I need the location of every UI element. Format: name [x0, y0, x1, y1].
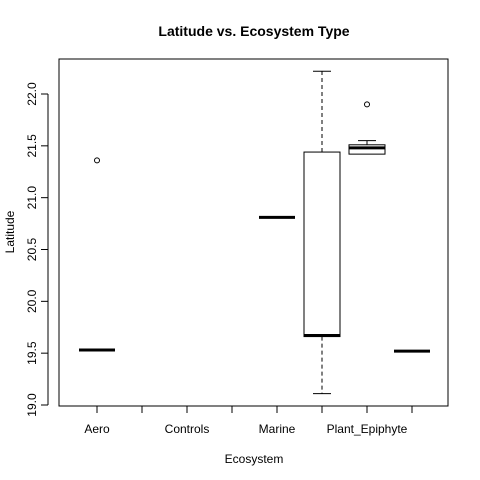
outlier-point — [94, 157, 100, 164]
chart-title: Latitude vs. Ecosystem Type — [158, 23, 349, 39]
outlier-point — [364, 101, 370, 108]
x-tick-label: Marine — [259, 422, 296, 436]
y-tick-label: 20.5 — [25, 237, 39, 261]
x-tick-label: Controls — [165, 422, 210, 436]
box-iqr — [348, 144, 386, 155]
x-tick-label: Plant_Epiphyte — [327, 422, 408, 436]
box-group — [303, 70, 341, 395]
x-axis: Aero Controls Marine Plant_Epiphyte — [84, 405, 413, 436]
y-tick-label: 19.0 — [25, 393, 39, 417]
box-group — [79, 157, 115, 352]
box-group — [348, 101, 386, 155]
y-tick-label: 21.5 — [25, 134, 39, 158]
y-tick-label: 22.0 — [25, 82, 39, 106]
boxes-layer — [79, 70, 430, 395]
y-axis-title: Latitude — [3, 210, 17, 253]
x-axis-title: Ecosystem — [225, 452, 284, 466]
y-tick-label: 20.0 — [25, 289, 39, 313]
plot-frame — [58, 58, 449, 407]
y-tick-label: 19.5 — [25, 341, 39, 365]
box-iqr — [303, 151, 341, 338]
x-tick-label: Aero — [84, 422, 110, 436]
y-axis: 19.0 19.5 20.0 20.5 21.0 21.5 22.0 — [25, 82, 49, 417]
y-tick-label: 21.0 — [25, 186, 39, 210]
